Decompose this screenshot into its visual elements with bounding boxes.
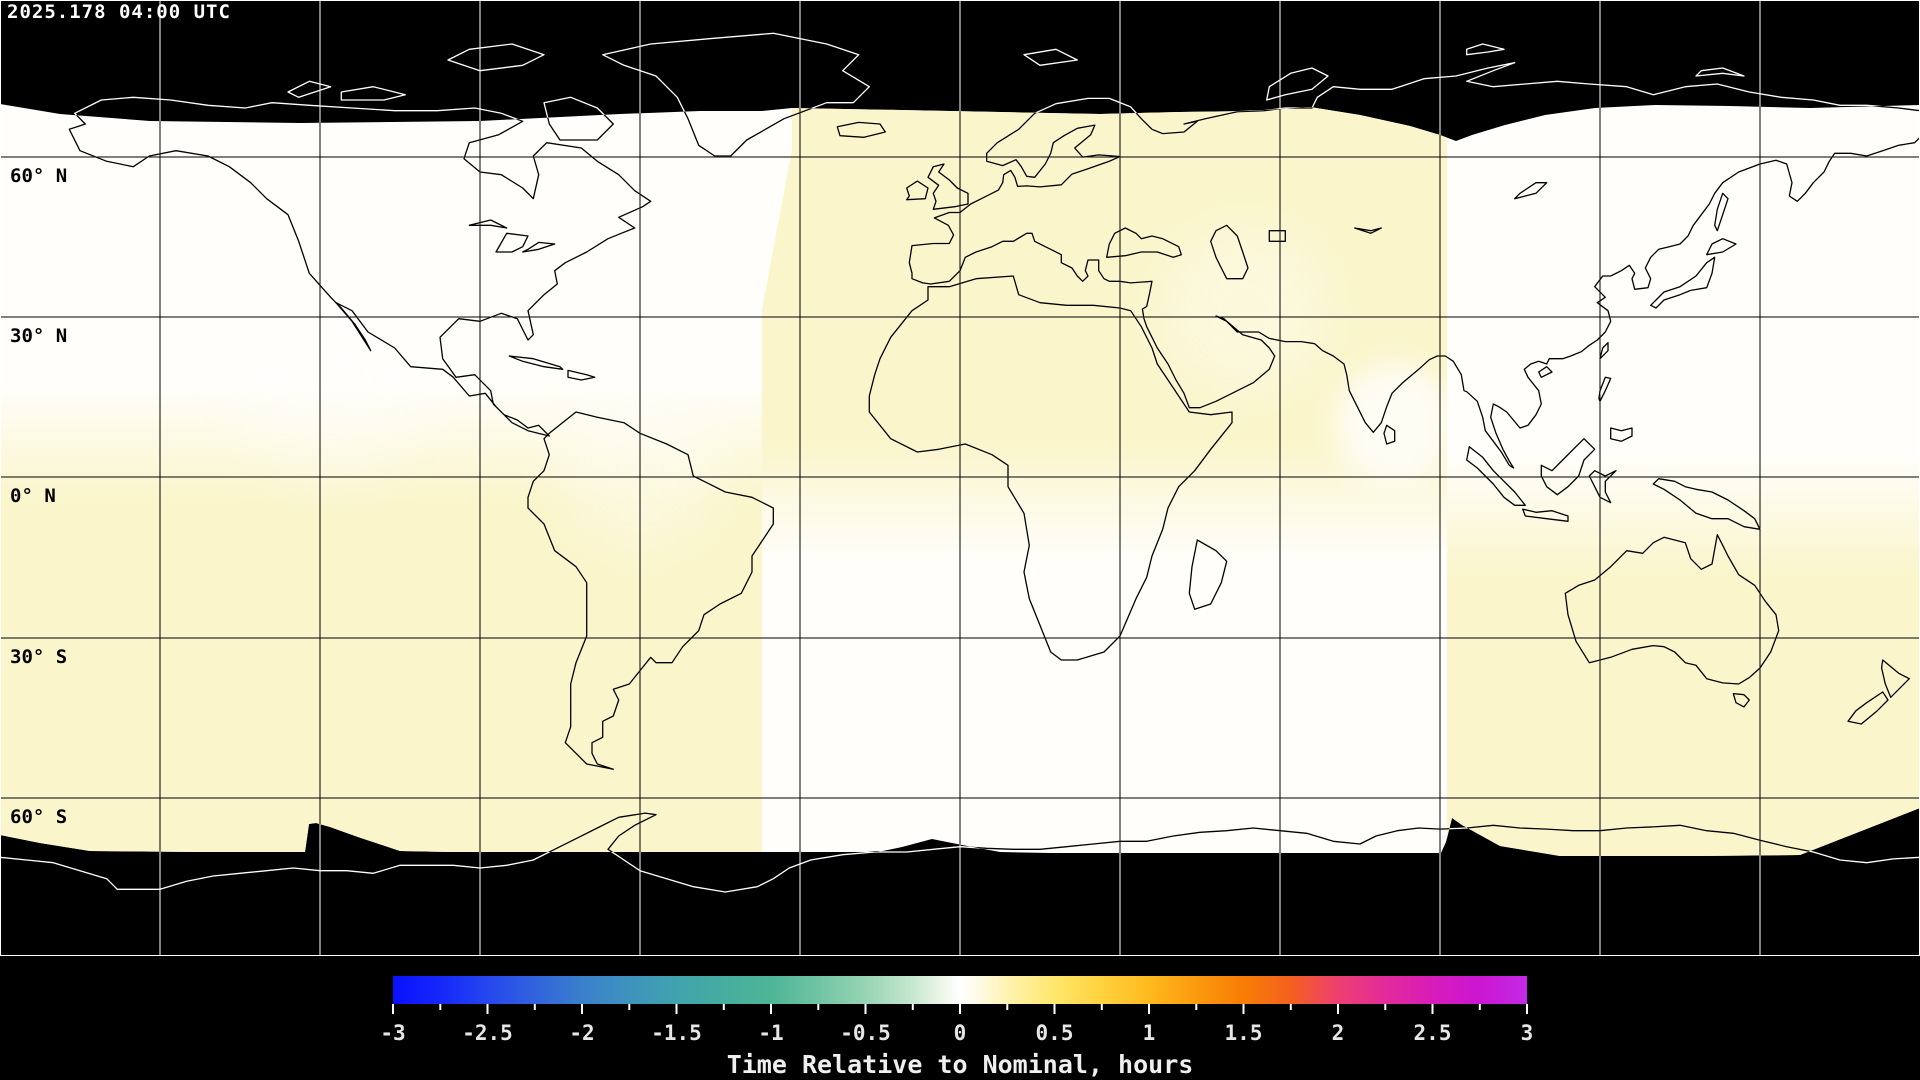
coastline-ellesmere-island bbox=[447, 43, 545, 72]
coastline-new-guinea bbox=[1652, 478, 1761, 530]
colorbar-tick-label: 2 bbox=[1332, 1021, 1345, 1045]
coastline-iceland bbox=[836, 121, 886, 138]
timestamp-label: 2025.178 04:00 UTC bbox=[7, 1, 231, 23]
colorbar-tick-label: -1.5 bbox=[651, 1021, 702, 1045]
coastline-black-sea bbox=[1106, 227, 1182, 258]
coastline-sri-lanka bbox=[1383, 424, 1396, 445]
coastline-java bbox=[1522, 508, 1569, 522]
coastline-tasmania bbox=[1732, 692, 1750, 708]
coastline-aral-sea bbox=[1268, 230, 1286, 242]
colorbar-tick-label: 0.5 bbox=[1036, 1021, 1074, 1045]
latitude-label: 60° S bbox=[10, 806, 67, 828]
coastline-hainan bbox=[1538, 366, 1553, 378]
colorbar-tick-label: -1 bbox=[758, 1021, 783, 1045]
colorbar-tick-label: 1.5 bbox=[1225, 1021, 1263, 1045]
coastline-svalbard bbox=[1023, 48, 1078, 66]
colorbar: -3 -2.5 -2 -1.5 -1 -0.5 0 0.5 1 1.5 2 2.5 3 bbox=[380, 976, 1533, 1045]
coastline-south-america bbox=[527, 411, 774, 770]
coastline-sakhalin bbox=[1714, 192, 1729, 232]
colorbar-tick-label: 3 bbox=[1521, 1021, 1534, 1045]
coastline-eurasia bbox=[908, 104, 1920, 469]
coastline-japan-honshu bbox=[1650, 256, 1716, 309]
coastline-ireland bbox=[906, 180, 929, 201]
coastline-severnaya-zemlya bbox=[1466, 43, 1505, 56]
latitude-labels: 60° N 30° N 0° N 30° S 60° S bbox=[10, 165, 67, 828]
colorbar-tick-label: 0 bbox=[954, 1021, 967, 1045]
colorbar-ticks bbox=[392, 1004, 1528, 1014]
colorbar-title: Time Relative to Nominal, hours bbox=[726, 1050, 1194, 1079]
coastline-madagascar bbox=[1188, 539, 1228, 610]
latitude-label: 0° N bbox=[10, 485, 56, 507]
coastline-baja-california bbox=[335, 302, 372, 352]
coastline-mindanao bbox=[1610, 427, 1633, 442]
colorbar-tick-labels: -3 -2.5 -2 -1.5 -1 -0.5 0 0.5 1 1.5 2 2.5 3 bbox=[380, 1021, 1533, 1045]
coastline-victoria-island bbox=[340, 86, 406, 101]
colorbar-gradient bbox=[393, 976, 1527, 1004]
coastlines bbox=[0, 104, 1920, 856]
colorbar-tick-label: -2 bbox=[569, 1021, 594, 1045]
coastline-antarctica bbox=[0, 812, 1920, 856]
latitude-label: 60° N bbox=[10, 165, 67, 187]
coastline-australia bbox=[1564, 534, 1780, 685]
colorbar-tick-label: -0.5 bbox=[840, 1021, 891, 1045]
coastline-new-siberian-islands bbox=[1695, 67, 1745, 77]
coastline-hispaniola bbox=[567, 369, 596, 381]
colorbar-tick-label: 2.5 bbox=[1414, 1021, 1452, 1045]
graticule bbox=[0, 0, 1920, 956]
coastline-taiwan bbox=[1599, 342, 1609, 360]
colorbar-tick-label: 1 bbox=[1143, 1021, 1156, 1045]
colorbar-tick-label: -2.5 bbox=[462, 1021, 513, 1045]
coastline-baffin-island bbox=[543, 104, 614, 141]
latitude-label: 30° S bbox=[10, 646, 67, 668]
coastline-great-lakes-superior bbox=[468, 219, 508, 229]
coastline-greenland bbox=[602, 104, 870, 157]
colorbar-tick-label: -3 bbox=[380, 1021, 405, 1045]
coastline-cuba bbox=[508, 355, 564, 370]
coastline-borneo bbox=[1540, 438, 1596, 496]
coastline-japan-hokkaido bbox=[1706, 238, 1737, 256]
coastline-luzon bbox=[1598, 376, 1612, 402]
coastline-novaya-zemlya bbox=[1266, 67, 1329, 101]
coastline-great-lakes-michigan-huron bbox=[495, 232, 529, 253]
coastline-new-zealand-south bbox=[1847, 691, 1889, 725]
coastline-great-britain bbox=[927, 163, 969, 210]
coastline-sulawesi bbox=[1588, 470, 1617, 504]
coastline-banks-island bbox=[287, 80, 332, 98]
coastline-sumatra bbox=[1466, 446, 1526, 506]
coastline-caspian-sea bbox=[1210, 224, 1249, 280]
coastline-north-america bbox=[68, 104, 652, 437]
coastline-lake-baikal bbox=[1514, 182, 1548, 200]
coastline-great-lakes-erie-ontario bbox=[522, 241, 556, 253]
latitude-label: 30° N bbox=[10, 325, 67, 347]
coastline-new-zealand-north bbox=[1880, 659, 1910, 698]
coastline-lake-balkhash bbox=[1354, 227, 1382, 234]
coastline-africa bbox=[868, 275, 1233, 661]
